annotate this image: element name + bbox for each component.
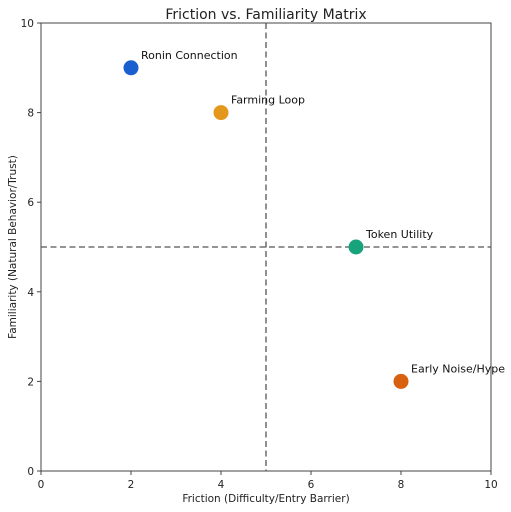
x-axis-label: Friction (Difficulty/Entry Barrier) — [182, 493, 349, 505]
y-tick-label: 6 — [27, 197, 34, 209]
data-point-label: Token Utility — [365, 228, 434, 241]
data-point-label: Early Noise/Hype — [411, 362, 505, 375]
plot-area: 0 2 4 6 8 10 0 2 4 6 8 10 Ronin Connection Farming Lo… — [21, 18, 506, 491]
data-point — [123, 60, 139, 76]
y-tick-label: 2 — [27, 376, 34, 388]
x-tick-label: 0 — [38, 479, 45, 491]
chart-title: Friction vs. Familiarity Matrix — [165, 7, 366, 23]
data-point-label: Farming Loop — [231, 94, 305, 107]
y-tick-label: 0 — [27, 466, 34, 478]
data-point-label: Ronin Connection — [141, 49, 238, 62]
y-tick-label: 4 — [27, 287, 34, 299]
x-tick-label: 2 — [128, 479, 135, 491]
data-point — [213, 105, 229, 121]
data-point — [348, 239, 364, 255]
x-tick-label: 10 — [484, 479, 497, 491]
x-tick-label: 8 — [398, 479, 405, 491]
y-tick-label: 10 — [21, 18, 34, 30]
y-axis-label: Familiarity (Natural Behavior/Trust) — [7, 155, 19, 339]
x-tick-label: 4 — [218, 479, 225, 491]
data-point — [393, 373, 409, 389]
x-tick-label: 6 — [308, 479, 315, 491]
y-tick-label: 8 — [27, 108, 34, 120]
